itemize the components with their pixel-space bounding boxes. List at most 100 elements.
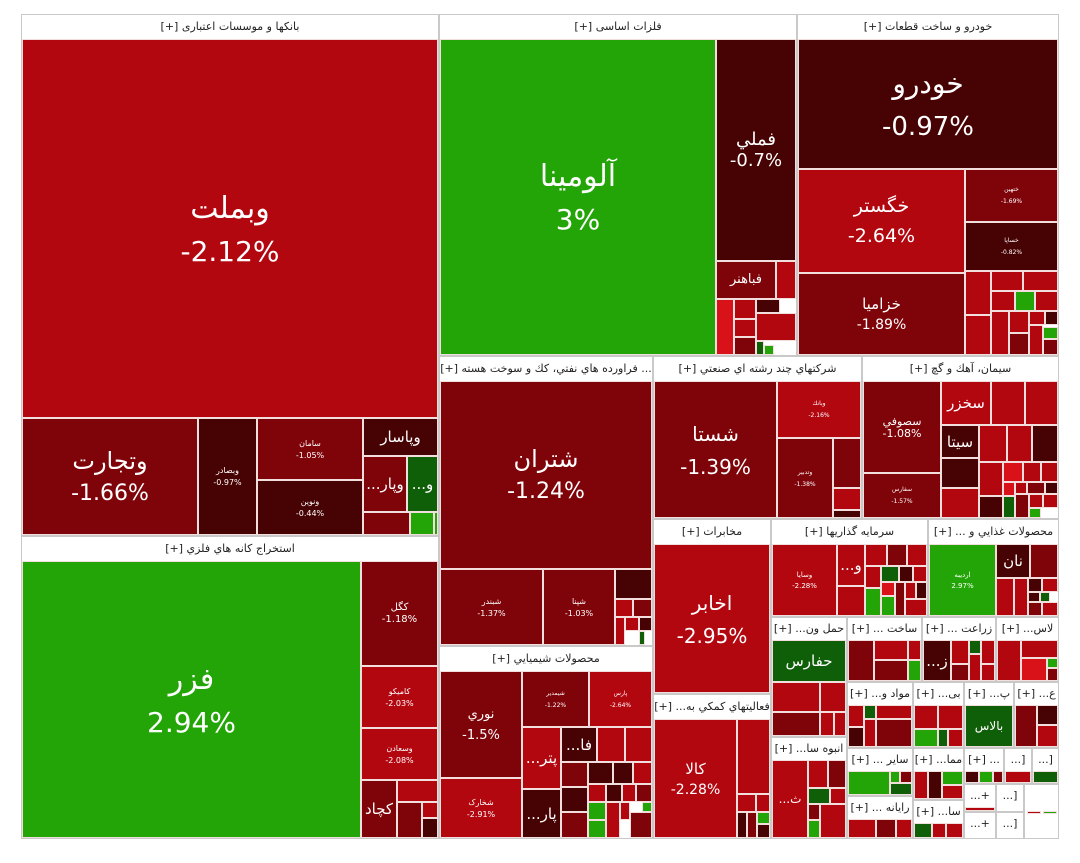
- stock-tile[interactable]: [1041, 462, 1058, 482]
- sector-title-aux[interactable]: فعاليتهاي كمكي به... [+]: [654, 695, 770, 719]
- stock-tile[interactable]: [1025, 381, 1058, 425]
- stock-tile[interactable]: [865, 566, 881, 588]
- stock-tile[interactable]: [881, 566, 899, 582]
- stock-tile[interactable]: [1009, 333, 1029, 355]
- stock-tile[interactable]: [1005, 771, 1031, 783]
- stock-tile[interactable]: [981, 640, 995, 664]
- stock-tile[interactable]: کچاد: [361, 780, 397, 838]
- sector-auto[interactable]: خودرو و ساخت قطعات [+] خودرو -0.97% خگست…: [797, 14, 1059, 356]
- sector-telecom[interactable]: مخابرات [+] اخابر -2.95%: [653, 519, 771, 694]
- stock-tile[interactable]: [588, 762, 613, 784]
- stock-tile[interactable]: [1047, 658, 1058, 668]
- stock-tile[interactable]: [833, 438, 861, 488]
- stock-tile[interactable]: [1043, 339, 1058, 355]
- stock-tile[interactable]: [1028, 592, 1040, 602]
- stock-tile[interactable]: [1043, 327, 1058, 339]
- stock-tile[interactable]: [642, 802, 652, 812]
- stock-tile[interactable]: [938, 705, 963, 729]
- stock-tile[interactable]: [881, 582, 895, 596]
- stock-tile[interactable]: [734, 337, 756, 355]
- stock-tile[interactable]: [991, 291, 1015, 311]
- sector-title-chemicals[interactable]: محصولات شيميايي [+]: [440, 647, 652, 671]
- stock-tile[interactable]: [908, 640, 921, 660]
- stock-tile[interactable]: [1043, 494, 1058, 508]
- stock-tile[interactable]: [737, 794, 756, 812]
- stock-tile[interactable]: [1029, 508, 1041, 518]
- stock-tile[interactable]: [969, 640, 981, 654]
- stock-tile[interactable]: [363, 512, 410, 535]
- stock-tile[interactable]: آلومينا 3%: [440, 39, 716, 355]
- stock-tile[interactable]: [561, 787, 588, 812]
- stock-tile[interactable]: [991, 271, 1023, 291]
- stock-tile[interactable]: [1045, 482, 1058, 494]
- stock-tile[interactable]: خزاميا -1.89%: [798, 273, 965, 355]
- stock-tile[interactable]: [1037, 705, 1058, 725]
- stock-tile[interactable]: وبانك -2.16%: [777, 381, 861, 438]
- stock-tile[interactable]: [597, 727, 625, 762]
- stock-tile[interactable]: [613, 762, 633, 784]
- sector-mining[interactable]: استخراج کانه هاي فلزي [+] فزر 2.94% کگل …: [21, 536, 439, 839]
- stock-tile[interactable]: اخابر -2.95%: [654, 544, 770, 693]
- sector-mass-construction[interactable]: انبوه سا... [+] ث...: [771, 737, 847, 839]
- stock-tile[interactable]: [772, 682, 820, 712]
- stock-tile[interactable]: [633, 762, 652, 784]
- stock-tile[interactable]: [588, 802, 606, 820]
- stock-tile[interactable]: [410, 512, 434, 535]
- stock-tile[interactable]: وپار...: [363, 456, 407, 512]
- sector-multi-industry[interactable]: شركتهاي چند رشته اي صنعتي [+] شستا -1.39…: [653, 356, 862, 519]
- stock-tile[interactable]: [979, 771, 993, 783]
- stock-tile[interactable]: [907, 544, 927, 566]
- sector-title-oil[interactable]: ... فراورده هاي نفتي، كك و سوخت هسته [+]: [440, 357, 652, 381]
- stock-tile[interactable]: [620, 802, 630, 820]
- stock-tile[interactable]: [588, 820, 606, 838]
- stock-tile[interactable]: [1028, 578, 1042, 592]
- stock-tile[interactable]: [865, 544, 887, 566]
- stock-tile[interactable]: [1023, 462, 1041, 482]
- stock-tile[interactable]: [900, 771, 912, 783]
- stock-tile[interactable]: شستا -1.39%: [654, 381, 777, 518]
- sector-tiny-3[interactable]: [...: [1032, 748, 1059, 784]
- stock-tile[interactable]: [848, 640, 874, 681]
- stock-tile[interactable]: فملي -0.7%: [716, 39, 796, 261]
- stock-tile[interactable]: [834, 712, 846, 736]
- sector-title-sa[interactable]: سا... [+]: [914, 801, 963, 823]
- stock-tile[interactable]: سيتا: [941, 425, 979, 458]
- sector-title-p[interactable]: پ... [+]: [965, 683, 1013, 705]
- stock-tile[interactable]: سامان -1.05%: [257, 418, 363, 480]
- stock-tile[interactable]: خساپا -0.82%: [965, 222, 1058, 271]
- stock-tile[interactable]: [1032, 425, 1058, 462]
- sector-title-telecom[interactable]: مخابرات [+]: [654, 520, 770, 544]
- stock-tile[interactable]: وتدبير -1.38%: [777, 438, 833, 518]
- stock-tile[interactable]: [615, 569, 652, 599]
- stock-tile[interactable]: [1047, 668, 1058, 681]
- stock-tile[interactable]: [865, 588, 881, 616]
- stock-tile[interactable]: [1009, 311, 1029, 333]
- sector-ma[interactable]: مما... [+]: [913, 748, 964, 800]
- stock-tile[interactable]: وتجارت -1.66%: [22, 418, 198, 535]
- stock-tile[interactable]: [969, 654, 981, 681]
- stock-tile[interactable]: [914, 729, 938, 747]
- sector-aux-financial[interactable]: فعاليتهاي كمكي به... [+] كالا -2.28%: [653, 694, 771, 839]
- stock-tile[interactable]: [606, 784, 622, 802]
- stock-tile[interactable]: [1003, 482, 1015, 496]
- stock-tile[interactable]: خگستر -2.64%: [798, 169, 965, 273]
- stock-tile[interactable]: و...: [837, 544, 865, 586]
- stock-tile[interactable]: [756, 794, 770, 812]
- stock-tile[interactable]: [876, 819, 896, 838]
- stock-tile[interactable]: [938, 729, 948, 747]
- stock-tile[interactable]: وپاسار: [363, 418, 438, 456]
- stock-tile[interactable]: شيمدير -1.22%: [522, 671, 589, 727]
- sector-title-bi[interactable]: بی... [+]: [914, 683, 963, 705]
- stock-tile[interactable]: سخزر: [941, 381, 991, 425]
- stock-tile[interactable]: [1003, 496, 1015, 518]
- stock-tile[interactable]: [876, 705, 912, 719]
- stock-tile[interactable]: [747, 812, 757, 838]
- stock-tile[interactable]: فباهنر: [716, 261, 776, 299]
- stock-tile[interactable]: [434, 512, 438, 535]
- stock-tile[interactable]: [942, 785, 963, 799]
- stock-tile[interactable]: [820, 804, 846, 838]
- stock-tile[interactable]: [397, 780, 438, 802]
- stock-tile[interactable]: [1042, 602, 1058, 616]
- stock-tile[interactable]: ز...: [923, 640, 951, 681]
- sector-construction[interactable]: ساخت ... [+]: [847, 617, 922, 682]
